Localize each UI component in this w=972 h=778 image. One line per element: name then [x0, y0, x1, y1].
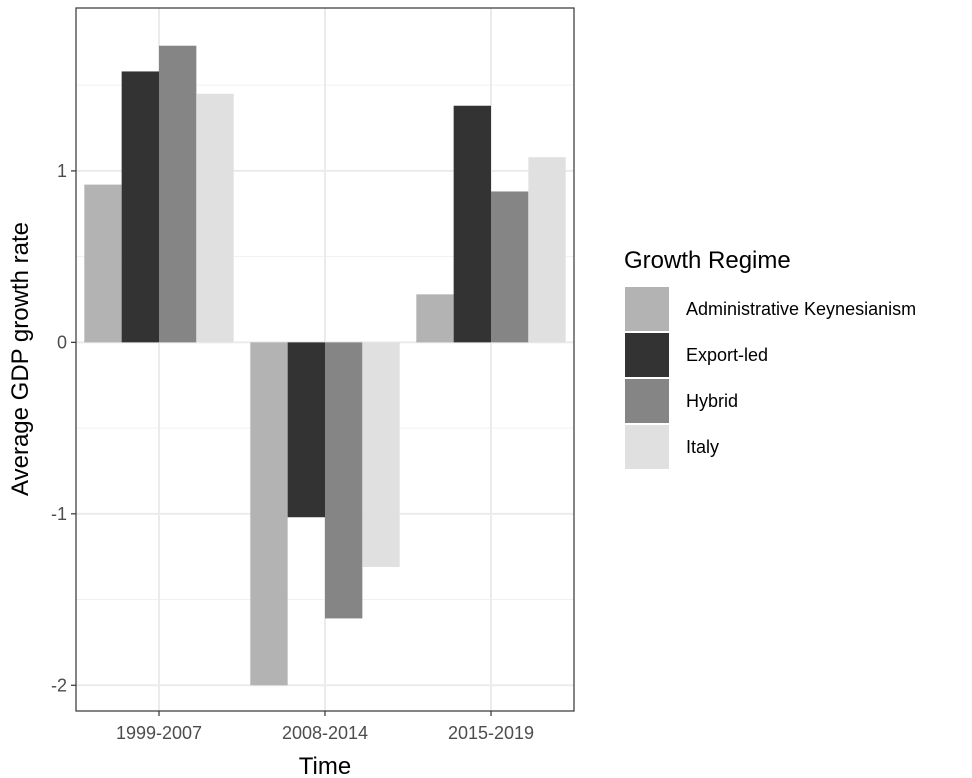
- bar: [491, 191, 529, 343]
- bar: [453, 105, 491, 343]
- legend-label: Export-led: [686, 345, 768, 365]
- bars: [84, 45, 566, 686]
- legend: Growth Regime Administrative Keynesianis…: [623, 247, 916, 471]
- legend-key: [623, 331, 671, 379]
- y-axis-title: Average GDP growth rate: [7, 222, 34, 496]
- bar: [196, 93, 234, 343]
- legend-items: Administrative Keynesianism Export-led Hyb…: [623, 285, 916, 471]
- legend-key: [623, 285, 671, 333]
- y-tick-label: 1: [57, 161, 67, 181]
- x-tick-label: 2015-2019: [448, 723, 534, 743]
- legend-key: [623, 423, 671, 471]
- y-tick-label: -1: [51, 504, 67, 524]
- y-tick-label: -2: [51, 675, 67, 695]
- bar: [250, 342, 288, 686]
- x-axis-ticks: 1999-2007 2008-2014 2015-2019: [116, 711, 534, 743]
- bar: [287, 342, 325, 518]
- y-tick-label: 0: [57, 332, 67, 352]
- legend-label: Administrative Keynesianism: [686, 299, 916, 319]
- bar: [121, 71, 159, 343]
- legend-label: Italy: [686, 437, 719, 457]
- bar: [84, 184, 122, 343]
- x-tick-label: 1999-2007: [116, 723, 202, 743]
- bar: [159, 45, 197, 343]
- legend-label: Hybrid: [686, 391, 738, 411]
- bar: [362, 342, 400, 567]
- bar: [528, 157, 566, 343]
- legend-title: Growth Regime: [624, 247, 791, 274]
- y-axis-ticks: -2 -1 0 1: [51, 161, 76, 695]
- bar: [416, 294, 454, 343]
- bar: [325, 342, 363, 619]
- legend-key: [623, 377, 671, 425]
- x-axis-title: Time: [299, 753, 351, 778]
- x-tick-label: 2008-2014: [282, 723, 368, 743]
